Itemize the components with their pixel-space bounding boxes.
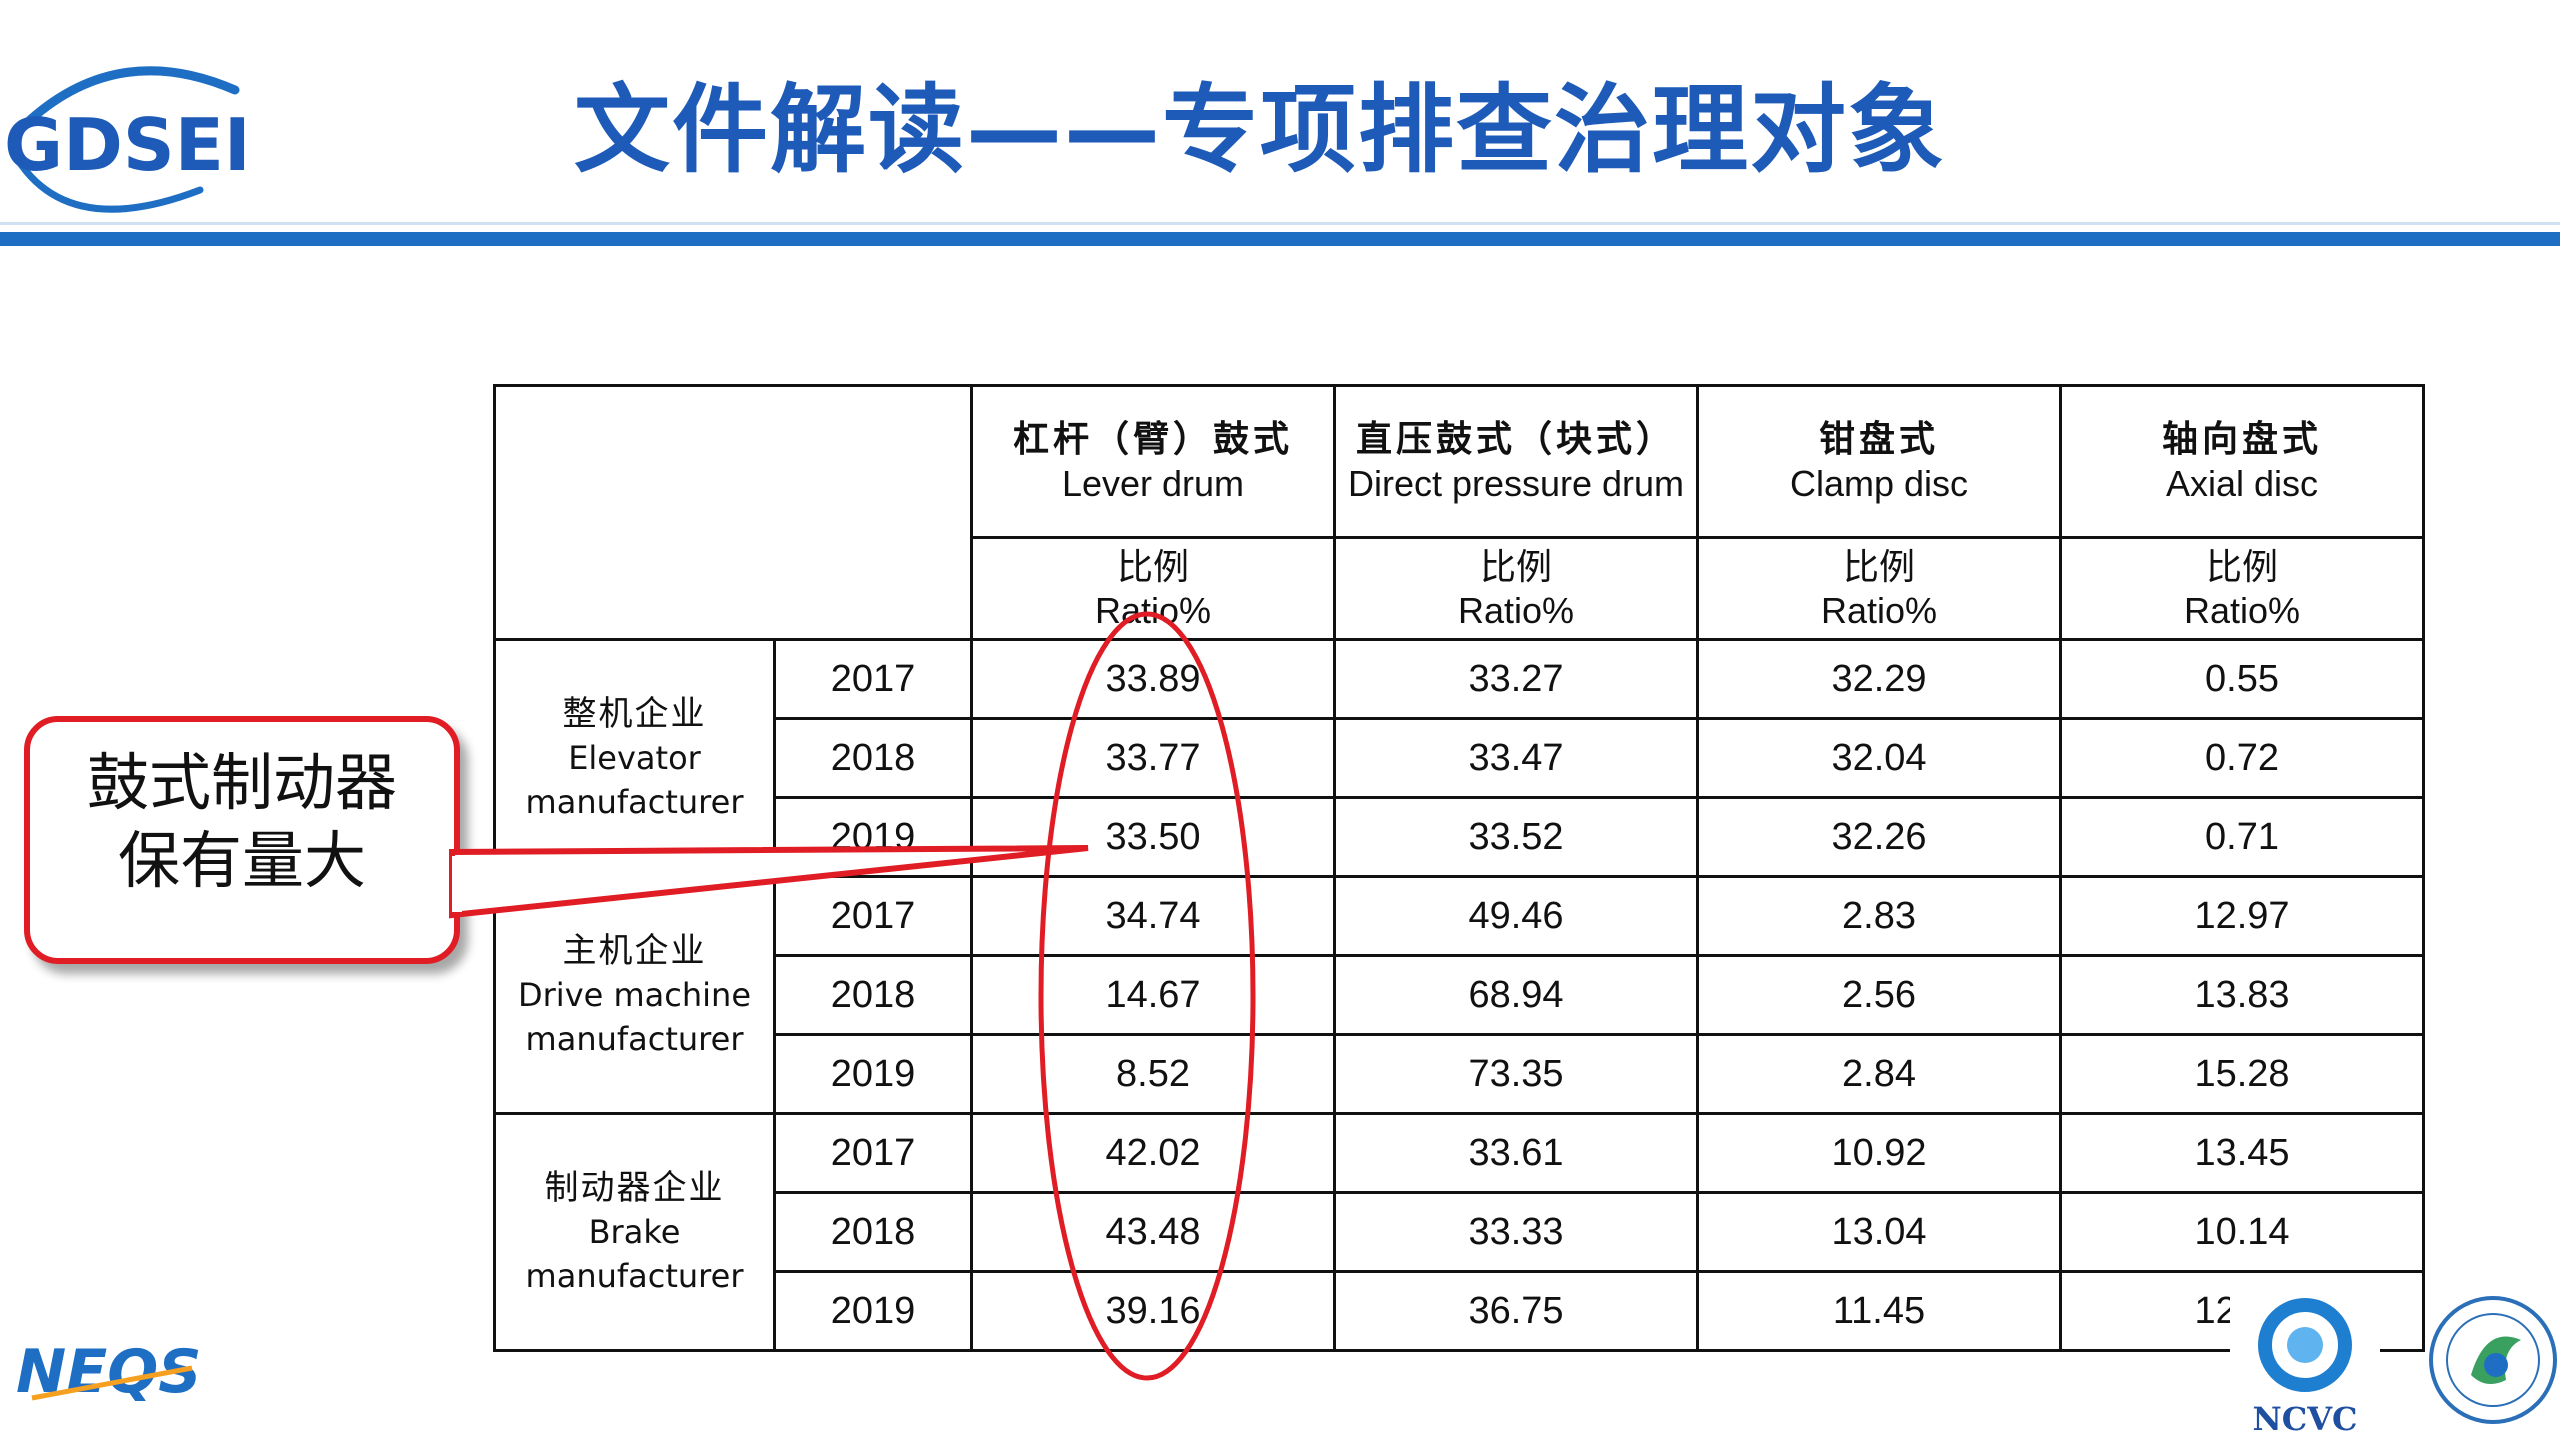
col-header-clamp-disc: 钳盘式 Clamp disc (1696, 384, 2062, 539)
group-label-brake: 制动器企业 Brake manufacturer (493, 1112, 776, 1352)
value-cell: 13.83 (2059, 954, 2425, 1036)
logo-text: GDSEI (4, 103, 251, 187)
value-cell: 2.83 (1696, 875, 2062, 957)
group-label-drive-machine: 主机企业 Drive machine manufacturer (493, 875, 776, 1115)
ncvc-logo: NCVC (2230, 1290, 2380, 1440)
page-title: 文件解读——专项排查治理对象 (574, 74, 1946, 186)
value-cell: 15.28 (2059, 1033, 2425, 1115)
year-cell: 2017 (773, 638, 973, 720)
year-cell: 2019 (773, 796, 973, 878)
value-cell: 33.33 (1333, 1191, 1699, 1273)
ratio-header: 比例 Ratio% (970, 536, 1336, 641)
value-cell: 33.77 (970, 717, 1336, 799)
value-cell: 42.02 (970, 1112, 1336, 1194)
value-cell: 13.45 (2059, 1112, 2425, 1194)
corner-cell (493, 384, 973, 641)
value-cell: 33.50 (970, 796, 1336, 878)
neqs-logo: NEQS (16, 1337, 201, 1407)
value-cell: 34.74 (970, 875, 1336, 957)
value-cell: 11.45 (1696, 1270, 2062, 1352)
value-cell: 33.27 (1333, 638, 1699, 720)
value-cell: 33.47 (1333, 717, 1699, 799)
brake-ratio-table: 杠杆（臂）鼓式 Lever drum 直压鼓式（块式） Direct pressur… (493, 384, 2425, 1352)
value-cell: 10.92 (1696, 1112, 2062, 1194)
year-cell: 2018 (773, 1191, 973, 1273)
group-label-elevator: 整机企业 Elevator manufacturer (493, 638, 776, 878)
ratio-header: 比例 Ratio% (1696, 536, 2062, 641)
value-cell: 0.72 (2059, 717, 2425, 799)
col-header-axial-disc: 轴向盘式 Axial disc (2059, 384, 2425, 539)
value-cell: 10.14 (2059, 1191, 2425, 1273)
value-cell: 39.16 (970, 1270, 1336, 1352)
col-header-direct-pressure-drum: 直压鼓式（块式） Direct pressure drum (1333, 384, 1699, 539)
value-cell: 0.55 (2059, 638, 2425, 720)
gdsei-logo: GDSEI (4, 66, 251, 213)
col-header-lever-drum: 杠杆（臂）鼓式 Lever drum (970, 384, 1336, 539)
value-cell: 36.75 (1333, 1270, 1699, 1352)
callout-line-1: 鼓式制动器 (86, 746, 397, 819)
ratio-header: 比例 Ratio% (1333, 536, 1699, 641)
header-divider (0, 232, 2560, 246)
value-cell: 2.84 (1696, 1033, 2062, 1115)
value-cell: 33.52 (1333, 796, 1699, 878)
year-cell: 2019 (773, 1270, 973, 1352)
value-cell: 8.52 (970, 1033, 1336, 1115)
value-cell: 12.97 (2059, 875, 2425, 957)
callout-box (24, 716, 460, 964)
institute-seal (2429, 1296, 2557, 1424)
value-cell: 43.48 (970, 1191, 1336, 1273)
value-cell: 32.29 (1696, 638, 2062, 720)
year-cell: 2018 (773, 954, 973, 1036)
value-cell: 33.61 (1333, 1112, 1699, 1194)
year-cell: 2019 (773, 1033, 973, 1115)
svg-text:NCVC: NCVC (2252, 1400, 2357, 1438)
value-cell: 68.94 (1333, 954, 1699, 1036)
header-divider-thin (0, 222, 2560, 225)
year-cell: 2017 (773, 1112, 973, 1194)
year-cell: 2017 (773, 875, 973, 957)
value-cell: 0.71 (2059, 796, 2425, 878)
value-cell: 32.04 (1696, 717, 2062, 799)
value-cell: 14.67 (970, 954, 1336, 1036)
year-cell: 2018 (773, 717, 973, 799)
value-cell: 13.04 (1696, 1191, 2062, 1273)
callout-text: 鼓式制动器 保有量大 (30, 744, 454, 944)
value-cell: 49.46 (1333, 875, 1699, 957)
value-cell: 32.26 (1696, 796, 2062, 878)
value-cell: 2.56 (1696, 954, 2062, 1036)
callout-line-2: 保有量大 (117, 824, 366, 897)
ratio-header: 比例 Ratio% (2059, 536, 2425, 641)
value-cell: 33.89 (970, 638, 1336, 720)
value-cell: 73.35 (1333, 1033, 1699, 1115)
